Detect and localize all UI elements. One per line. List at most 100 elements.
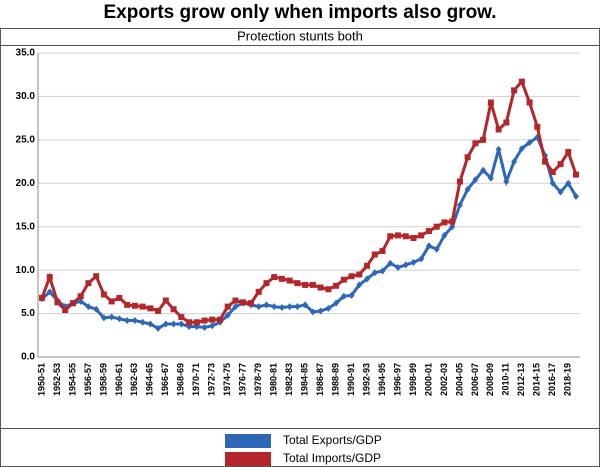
point — [139, 318, 146, 326]
point — [224, 311, 231, 319]
point — [472, 176, 479, 184]
point — [124, 317, 131, 325]
point — [549, 168, 556, 175]
point — [232, 303, 239, 311]
point — [565, 179, 572, 187]
x-tick-label: 1952-53 — [52, 363, 62, 396]
point — [201, 323, 208, 331]
point — [124, 301, 131, 308]
point — [100, 291, 107, 298]
point — [449, 223, 456, 231]
x-tick-label: 1974-75 — [222, 363, 232, 396]
frame — [0, 28, 600, 467]
point — [464, 185, 471, 193]
point — [46, 288, 53, 296]
point — [170, 306, 177, 313]
chart-title: Exports grow only when imports also grow… — [103, 2, 496, 23]
point — [464, 154, 471, 161]
point — [232, 297, 239, 304]
point — [286, 303, 293, 311]
x-tick-label: 2014-15 — [532, 363, 542, 396]
x-tick-label: 1966-67 — [160, 363, 170, 396]
point — [186, 319, 193, 326]
legend-label: Total Imports/GDP — [283, 451, 381, 465]
point — [147, 305, 154, 312]
x-tick-label: 2012-13 — [516, 363, 526, 396]
point — [302, 281, 309, 288]
point — [255, 303, 262, 311]
point — [170, 320, 177, 328]
point — [317, 284, 324, 291]
x-tick-label: 1970-71 — [191, 363, 201, 396]
point — [495, 126, 502, 133]
point — [340, 276, 347, 283]
point — [356, 281, 363, 289]
point — [356, 271, 363, 278]
point — [263, 301, 270, 309]
x-tick-label: 2008-09 — [485, 363, 495, 396]
point — [526, 99, 533, 106]
x-tick-label: 1978-79 — [253, 363, 263, 396]
point — [209, 322, 216, 330]
point — [263, 280, 270, 287]
x-tick-label: 1960-61 — [114, 363, 124, 396]
x-tick-label: 1988-89 — [330, 363, 340, 396]
point — [77, 297, 84, 305]
y-tick-label: 25.0 — [16, 134, 36, 145]
point — [271, 274, 278, 281]
x-tick-label: 2010-11 — [501, 363, 511, 396]
point — [178, 320, 185, 328]
point — [387, 259, 394, 267]
point — [85, 303, 92, 311]
x-tick-label: 1992-93 — [361, 363, 371, 396]
point — [93, 273, 100, 280]
point — [418, 255, 425, 263]
point — [131, 302, 138, 309]
x-tick-label: 1964-65 — [145, 363, 155, 396]
point — [340, 292, 347, 300]
x-tick-label: 1994-95 — [377, 363, 387, 396]
point — [271, 303, 278, 311]
point — [418, 232, 425, 239]
point — [54, 299, 61, 306]
point — [278, 303, 285, 311]
point — [100, 314, 107, 322]
point — [147, 320, 154, 328]
point — [155, 307, 162, 314]
x-tick-label: 1984-85 — [300, 363, 310, 396]
point — [85, 280, 92, 287]
x-tick-label: 2018-19 — [563, 363, 573, 396]
point — [333, 299, 340, 307]
point — [549, 179, 556, 187]
legend-swatch — [225, 434, 271, 448]
point — [487, 99, 494, 106]
point — [456, 178, 463, 185]
point — [573, 192, 579, 200]
x-tick-label: 2016-17 — [547, 363, 557, 396]
point — [77, 293, 84, 300]
point — [240, 299, 247, 306]
point — [503, 119, 510, 126]
point — [224, 303, 231, 310]
point — [317, 307, 324, 315]
x-tick-label: 2002-03 — [439, 363, 449, 396]
point — [402, 261, 409, 269]
point — [255, 288, 262, 295]
point — [309, 308, 316, 316]
point — [333, 282, 340, 289]
point — [425, 242, 432, 250]
point — [348, 291, 355, 299]
y-tick-label: 20.0 — [16, 178, 36, 189]
x-tick-label: 1956-57 — [83, 363, 93, 396]
point — [108, 298, 115, 305]
point — [518, 78, 525, 85]
x-tick-label: 1976-77 — [238, 363, 248, 396]
x-tick-label: 1950-51 — [36, 363, 46, 396]
x-tick-label: 1958-59 — [98, 363, 108, 396]
point — [302, 301, 309, 309]
point — [371, 251, 378, 258]
point — [178, 314, 185, 321]
point — [201, 317, 208, 324]
y-tick-label: 5.0 — [21, 308, 35, 319]
